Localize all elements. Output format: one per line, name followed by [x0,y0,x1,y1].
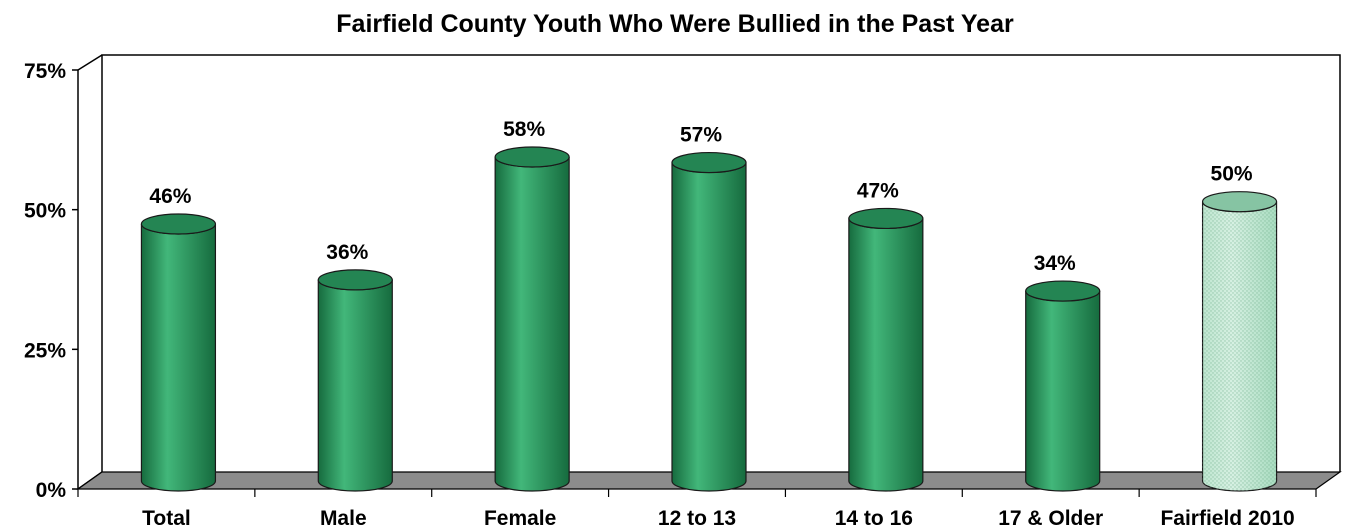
y-axis-top-connector [77,54,103,71]
bar [848,207,924,492]
x-tick-label: 14 to 16 [835,507,913,530]
bar-body [671,162,747,492]
bar-body [140,223,217,492]
x-tick-label: Total [142,507,191,530]
data-labels: 46% 36% 58% 57% 47% 34% 50% [149,118,1253,275]
bar [317,269,393,492]
y-axis-ticks: 0% 25% 50% 75% [24,60,78,502]
bar-top [140,213,217,235]
y-tick-label: 75% [24,60,66,83]
bar-body [317,279,393,492]
data-label: 58% [503,118,545,141]
bars [140,146,1278,492]
data-label: 57% [680,124,722,147]
y-tick-label: 0% [36,479,67,502]
bar-body [1025,290,1101,492]
bar-pattern [1202,201,1277,492]
bar-body [494,156,570,492]
bar [140,213,217,492]
bar-top [848,207,924,230]
x-tick-label: Fairfield 2010 [1160,507,1294,530]
bar-top [1025,280,1101,302]
data-label: 34% [1034,252,1076,275]
x-tick-label: 12 to 13 [658,507,736,530]
bar-top [494,146,570,168]
y-tick-label: 25% [24,339,66,362]
x-tick-label: 17 & Older [998,507,1103,530]
data-label: 50% [1211,163,1253,186]
x-tick-label: Male [320,507,367,530]
chart-title: Fairfield County Youth Who Were Bullied … [336,10,1014,38]
bar-top [317,269,393,291]
bar-top [1201,191,1278,213]
data-label: 46% [149,185,191,208]
x-axis-ticks: Total Male Female 12 to 13 14 to 16 17 & Olde… [77,489,1317,530]
bar [494,146,570,492]
x-tick-label: Female [484,507,556,530]
bar [1201,191,1278,492]
y-tick-label: 50% [24,200,66,223]
data-label: 47% [857,179,899,202]
bar-body [848,218,924,492]
bar [671,151,747,492]
bar-top [671,151,747,174]
bar [1025,280,1101,492]
data-label: 36% [326,241,368,264]
